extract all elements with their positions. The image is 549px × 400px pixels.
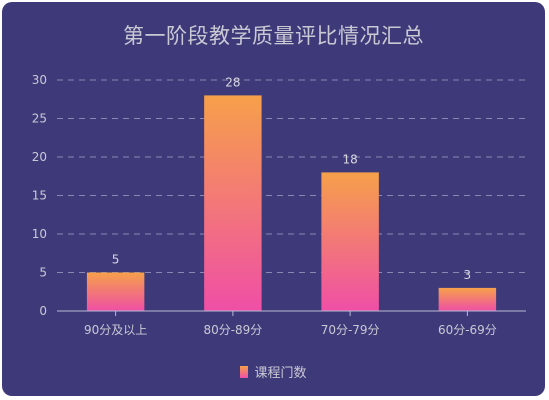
bar xyxy=(438,287,497,311)
legend-label: 课程门数 xyxy=(254,366,307,381)
y-axis: 0 5 10 15 20 25 30 xyxy=(32,73,47,318)
data-label: 5 xyxy=(112,253,120,267)
bar xyxy=(86,272,145,311)
y-tick-label: 30 xyxy=(32,73,47,87)
bar-chart: 0 5 10 15 20 25 30 5 28 18 3 90分及以上 80分-89分 70分-79分… xyxy=(32,73,526,337)
x-tick-label: 80分-89分 xyxy=(203,323,262,337)
chart-card: 第一阶段教学质量评比情况汇总 0 5 10 15 20 25 30 5 28 18 3 90分及以… xyxy=(2,2,545,396)
bar xyxy=(321,172,379,311)
grid-lines xyxy=(57,79,526,273)
data-label: 28 xyxy=(225,75,240,89)
x-tick-label: 90分及以上 xyxy=(84,323,147,337)
bar xyxy=(204,95,262,312)
chart-title: 第一阶段教学质量评比情况汇总 xyxy=(123,24,424,48)
legend[interactable]: 课程门数 xyxy=(2,362,545,381)
y-tick-label: 20 xyxy=(32,150,47,164)
y-tick-label: 10 xyxy=(32,227,47,241)
x-tick-label: 60分-69分 xyxy=(438,323,497,337)
x-tick-label: 70分-79分 xyxy=(321,323,380,337)
y-tick-label: 25 xyxy=(32,112,47,126)
legend-swatch xyxy=(240,365,249,378)
x-axis: 90分及以上 80分-89分 70分-79分 60分-69分 xyxy=(57,310,526,337)
y-tick-label: 15 xyxy=(32,189,47,203)
y-tick-label: 5 xyxy=(39,266,47,280)
data-label: 3 xyxy=(464,268,472,282)
data-label: 18 xyxy=(342,152,357,166)
y-tick-label: 0 xyxy=(39,304,47,318)
bars: 5 28 18 3 xyxy=(86,75,497,312)
